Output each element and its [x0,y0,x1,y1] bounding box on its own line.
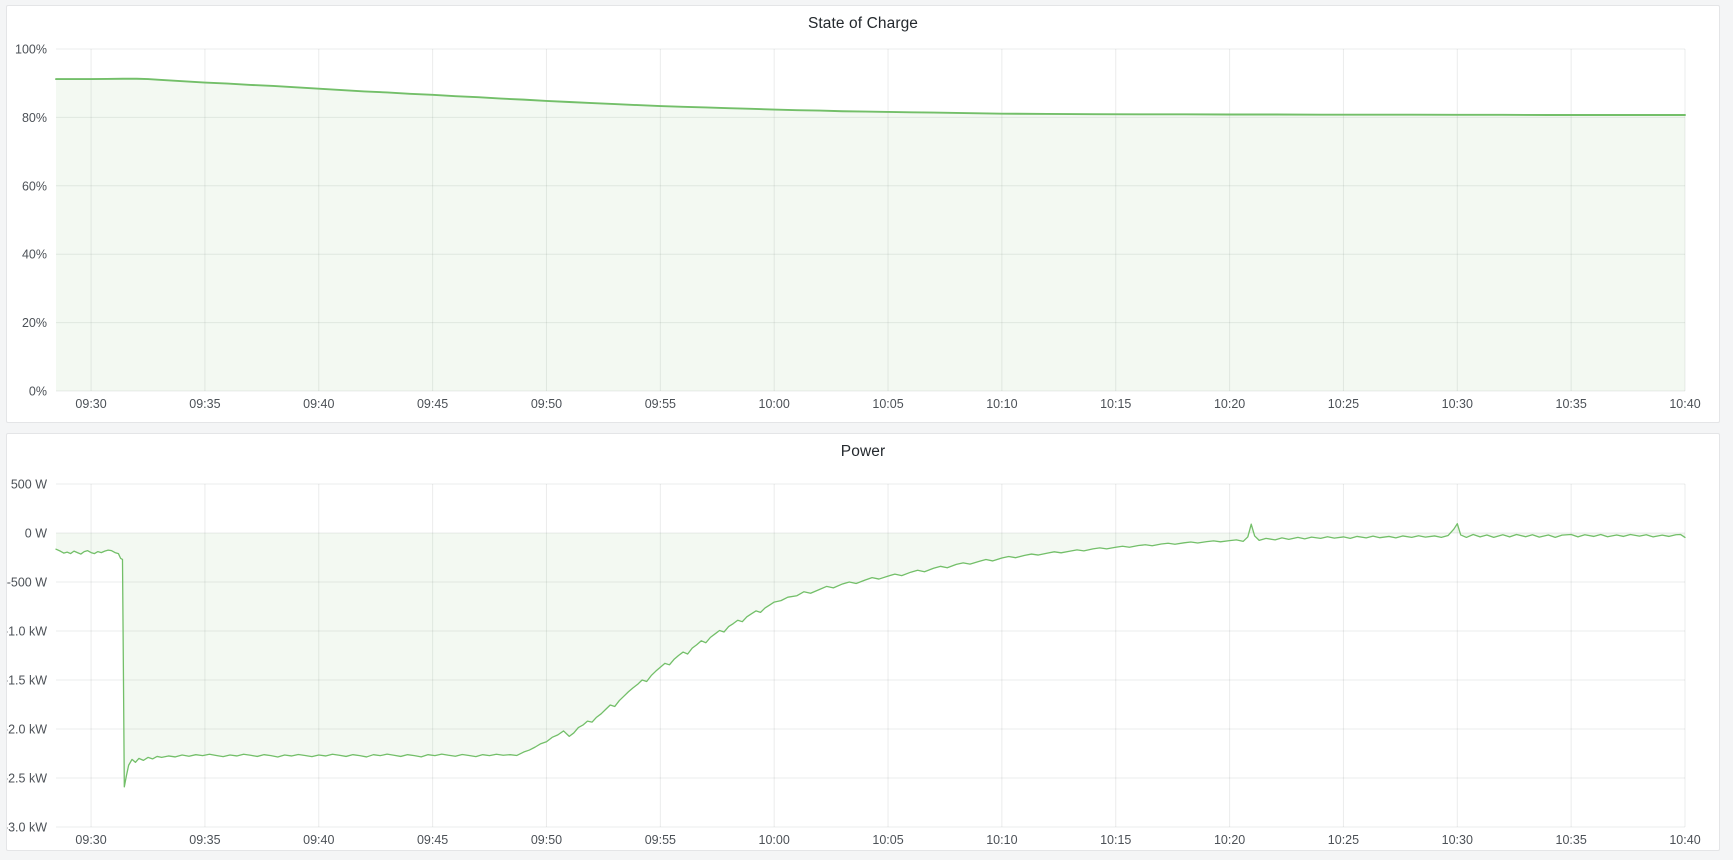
svg-text:09:30: 09:30 [75,833,106,847]
svg-text:10:05: 10:05 [872,833,903,847]
svg-text:10:00: 10:00 [759,397,790,411]
power-panel: Power 500 W 0 W -500 W -1.0 kW -1.5 kW -2.0 k… [6,433,1720,851]
svg-text:09:50: 09:50 [531,833,562,847]
svg-text:500 W: 500 W [11,478,47,492]
svg-text:10:35: 10:35 [1556,833,1587,847]
svg-text:-3.0 kW: -3.0 kW [7,821,47,835]
svg-text:-2.0 kW: -2.0 kW [7,723,47,737]
svg-text:10:35: 10:35 [1556,397,1587,411]
svg-text:10:20: 10:20 [1214,397,1245,411]
svg-text:100%: 100% [15,43,47,57]
svg-text:10:10: 10:10 [986,397,1017,411]
svg-text:10:15: 10:15 [1100,397,1131,411]
soc-gridlines [56,48,1686,392]
soc-y-axis-labels: 100% 80% 60% 40% 20% 0% [15,43,47,399]
soc-series-area [56,78,1685,391]
svg-text:10:25: 10:25 [1328,833,1359,847]
svg-text:-1.0 kW: -1.0 kW [7,625,47,639]
power-series-line [55,523,1686,788]
svg-text:09:40: 09:40 [303,397,334,411]
svg-text:0%: 0% [29,385,47,399]
svg-text:-500 W: -500 W [7,576,47,590]
svg-text:09:40: 09:40 [303,833,334,847]
svg-text:09:45: 09:45 [417,833,448,847]
power-chart-plot[interactable]: 500 W 0 W -500 W -1.0 kW -1.5 kW -2.0 kW -2.5 … [7,434,1719,850]
power-x-axis-labels: 09:30 09:35 09:40 09:45 09:50 09:55 10:00 10:05… [75,833,1700,847]
svg-text:09:35: 09:35 [189,833,220,847]
svg-text:10:40: 10:40 [1669,397,1700,411]
svg-text:09:55: 09:55 [645,833,676,847]
svg-text:10:20: 10:20 [1214,833,1245,847]
svg-text:10:30: 10:30 [1442,833,1473,847]
svg-text:10:25: 10:25 [1328,397,1359,411]
svg-text:80%: 80% [22,111,47,125]
soc-series-line [55,77,1686,116]
svg-text:0 W: 0 W [25,527,47,541]
svg-text:09:50: 09:50 [531,397,562,411]
power-panel-title[interactable]: Power [840,443,886,460]
svg-text:-1.5 kW: -1.5 kW [7,674,47,688]
svg-text:10:40: 10:40 [1669,833,1700,847]
soc-x-axis-labels: 09:30 09:35 09:40 09:45 09:50 09:55 10:00 10:05… [75,397,1700,411]
svg-text:10:15: 10:15 [1100,833,1131,847]
svg-text:09:55: 09:55 [645,397,676,411]
svg-text:-2.5 kW: -2.5 kW [7,772,47,786]
power-series-area [56,523,1685,787]
soc-panel-title[interactable]: State of Charge [807,15,919,32]
svg-text:10:10: 10:10 [986,833,1017,847]
svg-text:20%: 20% [22,316,47,330]
svg-text:09:35: 09:35 [189,397,220,411]
power-y-axis-labels: 500 W 0 W -500 W -1.0 kW -1.5 kW -2.0 kW -2.5 … [7,478,47,835]
soc-chart-plot[interactable]: 100%80%60%40%20%0%09:30 09:35 09:40 09:45 09… [7,6,1719,422]
svg-text:09:30: 09:30 [75,397,106,411]
power-gridlines [56,483,1686,828]
svg-text:60%: 60% [22,179,47,193]
svg-text:10:30: 10:30 [1442,397,1473,411]
svg-text:10:00: 10:00 [759,833,790,847]
svg-text:40%: 40% [22,248,47,262]
soc-panel: State of Charge 100% 80% 60% 40% 20% 0% 09:30 0… [6,5,1720,423]
svg-text:10:05: 10:05 [872,397,903,411]
svg-text:09:45: 09:45 [417,397,448,411]
